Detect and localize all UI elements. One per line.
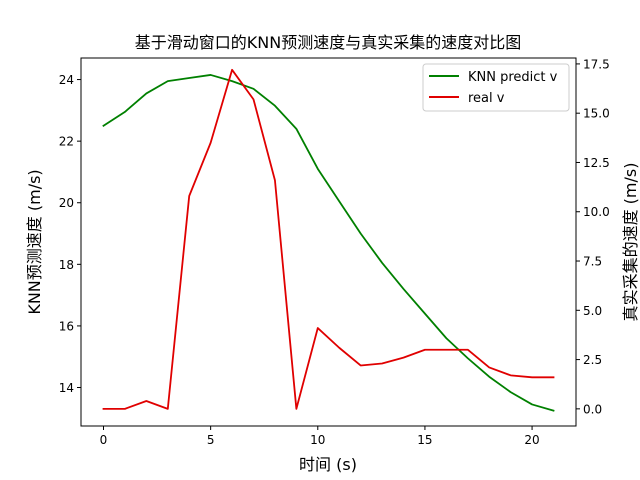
x-tick-label: 15 [417,433,432,447]
legend: KNN predict v real v [422,63,570,112]
right-y-axis-ticks: 0.0 2.5 5.0 7.5 10.0 12.5 15.0 17.5 [576,57,610,416]
series-layer [102,68,555,412]
series-line-real [102,68,555,410]
x-tick-label: 10 [310,433,325,447]
right-y-tick-label: 2.5 [583,353,602,367]
left-y-tick-label: 22 [59,135,74,149]
left-y-axis-label: KNN预测速度 (m/s) [25,169,44,314]
legend-label-real: real v [468,91,505,106]
x-tick-label: 0 [100,433,108,447]
left-y-tick-label: 14 [59,381,74,395]
right-y-tick-label: 10.0 [583,205,610,219]
left-y-tick-label: 16 [59,319,74,333]
right-y-tick-label: 0.0 [583,402,602,416]
right-y-tick-label: 7.5 [583,255,602,269]
x-tick-label: 5 [207,433,215,447]
plot-frame [80,57,577,427]
left-y-tick-label: 24 [59,73,74,87]
left-y-tick-label: 20 [59,196,74,210]
legend-box [422,63,570,112]
x-tick-label: 20 [524,433,539,447]
x-axis-label: 时间 (s) [299,455,357,474]
series-line-knn-predict [102,74,555,412]
right-y-tick-label: 5.0 [583,304,602,318]
x-axis-ticks: 0 5 10 15 20 [100,426,540,447]
right-y-tick-label: 15.0 [583,107,610,121]
right-y-axis-label: 真实采集的速度 (m/s) [621,163,640,322]
left-y-axis-ticks: 14 16 18 20 22 24 [59,73,81,395]
left-y-tick-label: 18 [59,258,74,272]
right-y-tick-label: 17.5 [583,57,610,71]
right-y-tick-label: 12.5 [583,156,610,170]
legend-label-knn: KNN predict v [468,70,558,85]
chart-title: 基于滑动窗口的KNN预测速度与真实采集的速度对比图 [135,33,521,52]
